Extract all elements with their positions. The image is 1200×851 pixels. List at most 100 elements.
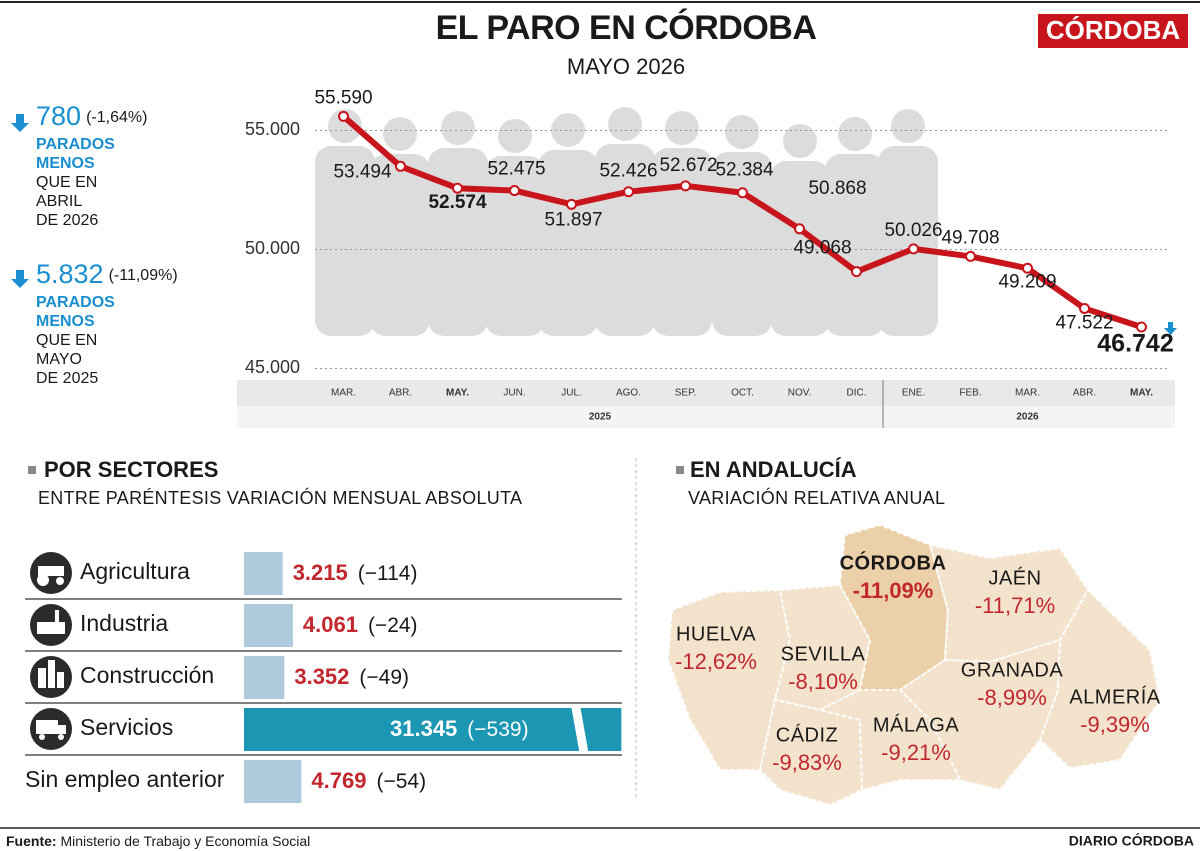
highlight-emphasis: PARADOS — [36, 136, 115, 153]
highlight-change: (-11,09%) — [109, 267, 178, 284]
section-subtitle: ENTRE PARÉNTESIS VARIACIÓN MENSUAL ABSOL… — [38, 487, 522, 508]
point — [737, 187, 748, 199]
highlight-emphasis: MENOS — [36, 155, 95, 172]
sector-name: Construcción — [80, 662, 214, 688]
data-label: 53.494 — [333, 161, 392, 182]
region-value: -8,10% — [788, 669, 858, 694]
sector-value: 3.352 — [294, 664, 349, 689]
x-tick-label: ABR. — [389, 388, 412, 399]
title: EL PARO EN CÓRDOBA — [436, 9, 817, 47]
region-value: -9,39% — [1080, 712, 1150, 737]
map — [666, 523, 1162, 807]
bar — [244, 656, 285, 699]
sector-value: 31.345 — [390, 716, 457, 741]
source-text: Ministerio de Trabajo y Economía Social — [60, 833, 310, 849]
brand: CÓRDOBA — [1046, 15, 1181, 45]
sector-label: 4.769 (−54) — [311, 768, 426, 793]
silhouette-head — [725, 115, 759, 149]
sector-label: 3.352 (−49) — [294, 664, 409, 689]
year-label: 2025 — [589, 412, 612, 423]
region-value: -11,09% — [853, 578, 934, 603]
sector-change: (−24) — [368, 614, 418, 637]
x-tick-label: OCT. — [731, 388, 754, 399]
region-name: GRANADA — [961, 659, 1064, 681]
data-label: 50.868 — [808, 178, 866, 199]
region-name: CÓRDOBA — [840, 550, 947, 574]
point — [1136, 321, 1147, 333]
region-value: -11,71% — [975, 593, 1055, 618]
x-tick-label: ABR. — [1073, 388, 1096, 399]
silhouette-head — [441, 111, 475, 145]
x-tick-label: MAY. — [446, 388, 469, 399]
data-label: 52.475 — [487, 159, 545, 180]
down-arrow — [11, 270, 29, 288]
sector-value: 4.769 — [311, 768, 366, 793]
highlight-change: (-1,64%) — [86, 109, 147, 126]
data-label: 49.068 — [793, 238, 851, 259]
sector-icons — [30, 552, 72, 750]
x-tick-label: MAR. — [1015, 388, 1040, 399]
x-tick-label: JUL. — [561, 388, 582, 399]
x-axis-band — [237, 380, 1175, 406]
silhouette-body — [428, 148, 488, 336]
silhouette-body — [825, 154, 885, 336]
publisher: DIARIO CÓRDOBA — [1069, 832, 1194, 849]
x-tick-label: SEP. — [675, 388, 697, 399]
data-label: 49.708 — [941, 227, 999, 248]
silhouette-head — [328, 109, 362, 143]
sector-value: 4.061 — [303, 612, 358, 637]
highlight-text: ABRIL — [36, 193, 82, 210]
sector-change: (−539) — [467, 718, 528, 741]
section-marker — [28, 466, 36, 474]
silhouette-head — [891, 109, 925, 143]
sector-name: Agricultura — [80, 558, 190, 584]
y-tick-label: 50.000 — [245, 238, 300, 258]
bar — [244, 604, 293, 647]
y-tick-label: 55.000 — [245, 119, 300, 139]
region-name: SEVILLA — [781, 643, 866, 665]
highlight-text: MAYO — [36, 351, 82, 368]
point — [908, 243, 919, 255]
highlight-text: DE 2026 — [36, 212, 98, 229]
data-label: 47.522 — [1055, 312, 1113, 333]
source-label: Fuente: — [6, 833, 57, 849]
silhouette-head — [783, 124, 817, 158]
x-tick-label: FEB. — [959, 388, 981, 399]
data-label: 49.209 — [998, 271, 1056, 292]
point — [623, 186, 634, 198]
highlight-emphasis: PARADOS — [36, 294, 115, 311]
highlight-emphasis: MENOS — [36, 313, 95, 330]
point — [965, 250, 976, 262]
data-label: 46.742 — [1097, 330, 1173, 358]
silhouette-body — [370, 154, 430, 336]
silhouette-body — [538, 150, 598, 336]
data-label: 51.897 — [544, 209, 602, 230]
x-tick-label: NOV. — [788, 388, 812, 399]
sector-label: 3.215 (−114) — [293, 560, 418, 585]
point — [1079, 302, 1090, 314]
silhouette-body — [770, 161, 830, 336]
x-tick-label: DIC. — [847, 388, 867, 399]
point — [851, 266, 862, 278]
region-name: MÁLAGA — [873, 713, 960, 736]
subtitle: MAYO 2026 — [567, 54, 685, 79]
point — [680, 180, 691, 192]
brand-box — [1038, 14, 1188, 48]
highlight-value: 780 — [36, 101, 81, 131]
year-label: 2026 — [1016, 412, 1039, 423]
sector-value: 3.215 — [293, 560, 348, 585]
region-name: CÁDIZ — [776, 723, 839, 746]
sector-name: Sin empleo anterior — [25, 766, 225, 792]
source: Fuente: Ministerio de Trabajo y Economía… — [6, 833, 310, 849]
silhouette-head — [498, 119, 532, 153]
bar — [244, 552, 283, 595]
year-band — [237, 406, 1175, 428]
sector-label: 31.345 (−539) — [390, 716, 529, 741]
sector-change: (−54) — [376, 770, 426, 793]
sector-change: (−114) — [358, 562, 418, 585]
x-tick-label: AGO. — [616, 388, 641, 399]
y-tick-label: 45.000 — [245, 357, 300, 377]
point — [452, 182, 463, 194]
x-tick-label: ENE. — [902, 388, 925, 399]
